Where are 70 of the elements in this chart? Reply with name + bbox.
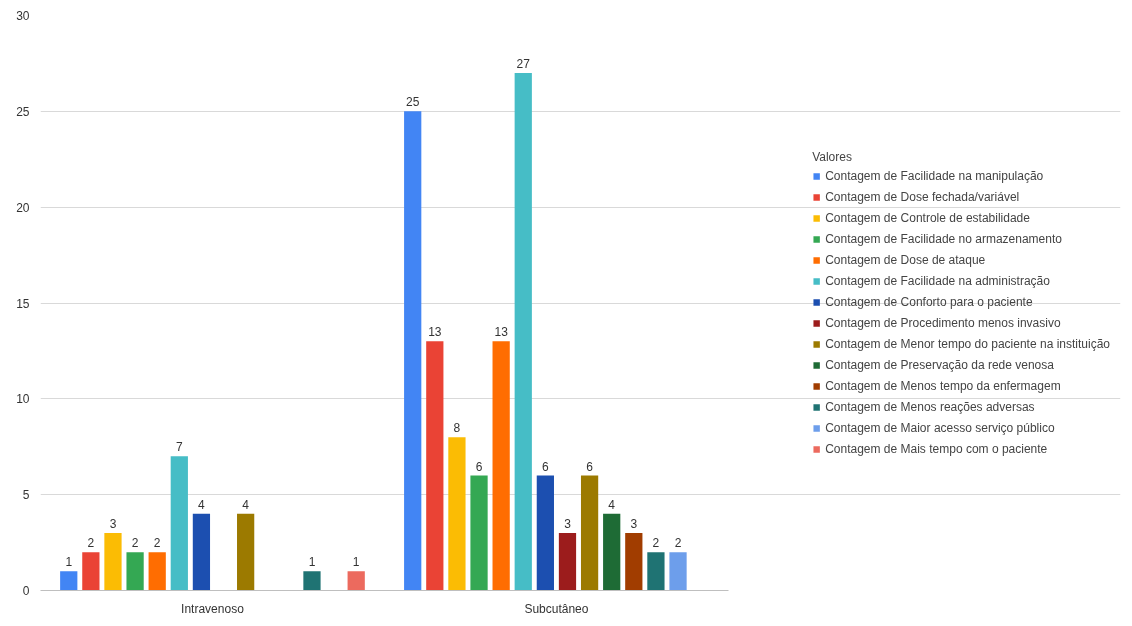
- bar: [536, 475, 554, 591]
- data-label: 4: [242, 497, 250, 512]
- bar: [625, 533, 643, 591]
- bar: [448, 437, 466, 591]
- bar: [126, 552, 144, 591]
- y-tick-label: 5: [22, 488, 30, 503]
- data-label: 1: [65, 555, 73, 570]
- x-tick-label: Intravenoso: [181, 601, 245, 616]
- legend-label: Contagem de Menos reações adversas: [825, 399, 1035, 414]
- bar: [514, 73, 532, 591]
- data-label: 6: [586, 459, 594, 474]
- bar: [603, 513, 621, 591]
- legend-label: Contagem de Conforto para o paciente: [825, 294, 1033, 309]
- bar: [492, 341, 510, 591]
- data-label: 7: [175, 440, 183, 455]
- data-label: 13: [428, 325, 442, 340]
- data-label: 1: [308, 555, 316, 570]
- y-tick-label: 20: [16, 200, 30, 215]
- data-label: 27: [516, 57, 531, 71]
- legend-label: Contagem de Facilidade na manipulação: [825, 168, 1044, 183]
- bar: [104, 533, 122, 591]
- bar: [303, 571, 321, 591]
- legend-label: Contagem de Controle de estabilidade: [825, 210, 1030, 225]
- legend-title: Valores: [812, 149, 853, 164]
- bar: [669, 552, 687, 591]
- data-label: 6: [475, 459, 483, 474]
- legend-label: Contagem de Preservação da rede venosa: [825, 357, 1054, 372]
- bar: [237, 513, 255, 591]
- bar: [558, 533, 577, 591]
- bar: [647, 552, 665, 591]
- data-label: 3: [630, 517, 638, 531]
- data-label: 6: [542, 459, 550, 474]
- data-label: 4: [198, 497, 206, 512]
- data-label: 3: [564, 517, 572, 531]
- data-label: 2: [131, 536, 139, 551]
- bar: [192, 513, 211, 591]
- y-tick-label: 25: [16, 104, 30, 119]
- bar: [60, 571, 78, 591]
- data-label: 2: [652, 536, 660, 551]
- data-label: 25: [406, 95, 420, 110]
- data-label: 3: [109, 517, 117, 531]
- x-tick-label: Subcutâneo: [524, 601, 589, 616]
- y-tick-label: 0: [22, 584, 30, 598]
- legend-label: Contagem de Facilidade na administração: [825, 273, 1050, 288]
- legend-label: Contagem de Maior acesso serviço público: [825, 420, 1055, 435]
- legend-label: Contagem de Dose de ataque: [825, 252, 986, 267]
- data-label: 13: [494, 325, 509, 340]
- y-tick-label: 15: [16, 296, 30, 311]
- legend-label: Contagem de Menor tempo do paciente na instituição: [825, 336, 1110, 351]
- data-label: 8: [453, 421, 461, 436]
- data-label: 2: [87, 536, 95, 551]
- bar: [170, 456, 188, 591]
- data-label: 4: [608, 497, 616, 512]
- legend-label: Contagem de Procedimento menos invasivo: [825, 315, 1061, 330]
- bar: [404, 111, 422, 591]
- bar: [426, 341, 444, 591]
- bar: [470, 475, 488, 591]
- legend-label: Contagem de Menos tempo da enfermagem: [825, 378, 1061, 393]
- bar: [148, 552, 166, 591]
- bar: [580, 475, 599, 591]
- bar: [347, 571, 365, 591]
- y-tick-label: 10: [16, 392, 30, 407]
- bar: [82, 552, 100, 591]
- data-label: 2: [153, 536, 161, 551]
- data-label: 2: [674, 536, 682, 551]
- legend-label: Contagem de Mais tempo com o paciente: [825, 441, 1048, 456]
- legend-label: Contagem de Facilidade no armazenamento: [825, 231, 1062, 246]
- legend-label: Contagem de Dose fechada/variável: [825, 189, 1020, 204]
- y-tick-label: 30: [16, 9, 30, 23]
- data-label: 1: [352, 555, 360, 570]
